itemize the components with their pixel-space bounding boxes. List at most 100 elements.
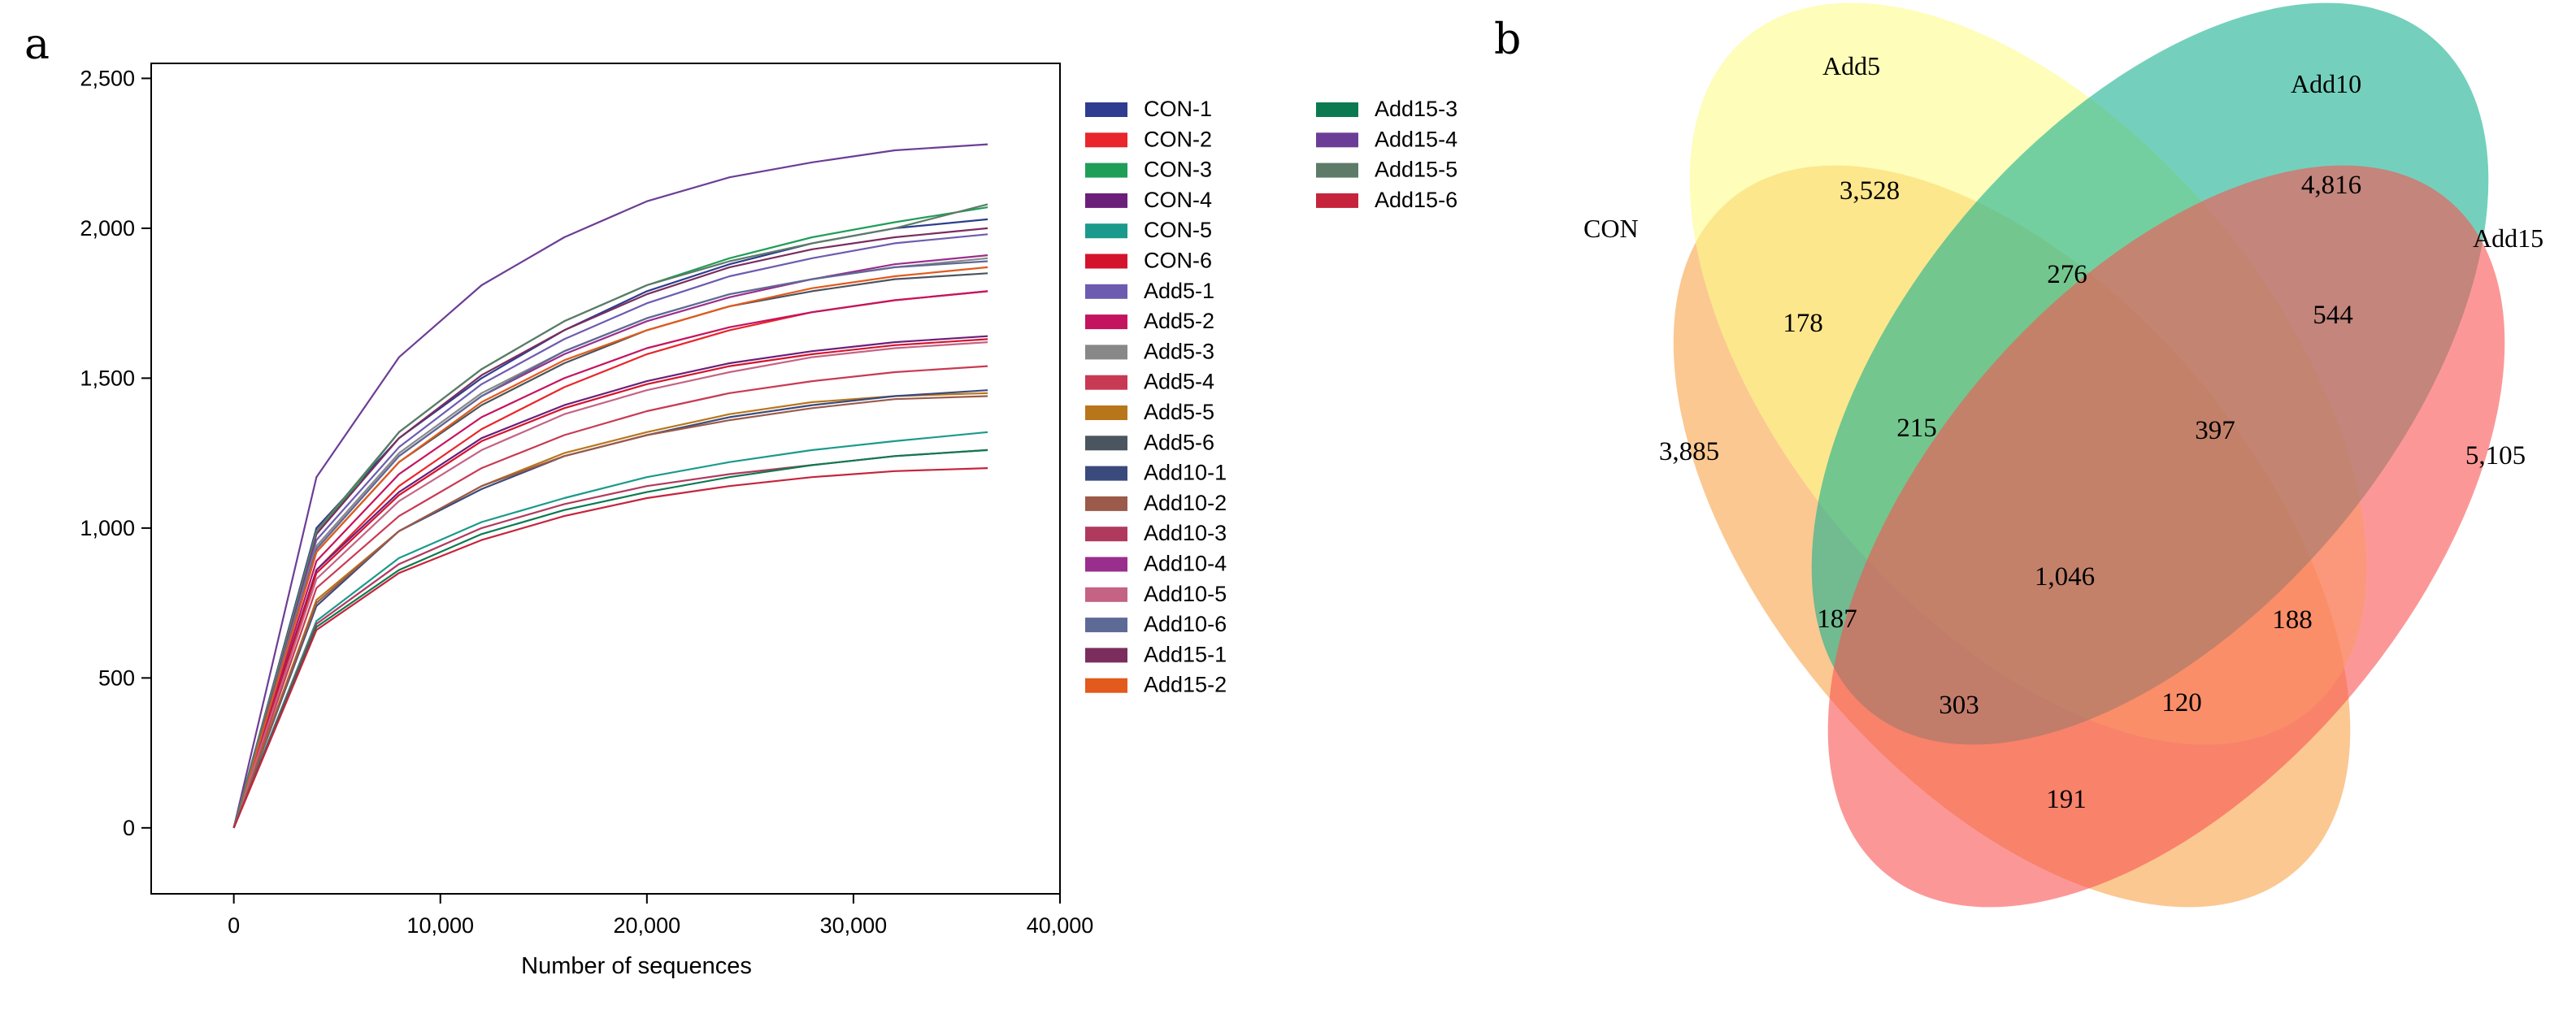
legend-item: Add10-4 — [1085, 552, 1227, 576]
series-line-add15-6 — [232, 467, 988, 829]
series-line-add15-5 — [232, 203, 988, 829]
series-line-add5-4 — [232, 365, 988, 829]
plot-frame — [150, 63, 1061, 895]
legend-label: CON-2 — [1144, 127, 1212, 151]
legend-item: Add10-2 — [1085, 491, 1227, 515]
legend-swatch — [1085, 102, 1127, 117]
legend-swatch — [1085, 345, 1127, 360]
legend-swatch — [1085, 375, 1127, 390]
series-line-con-4 — [232, 335, 988, 829]
series-line-add10-2 — [232, 395, 988, 829]
series-line-con-6 — [232, 338, 988, 829]
legend-swatch — [1316, 102, 1358, 117]
venn-count-add5-only: 3,528 — [1840, 176, 1900, 206]
legend-item: Add15-4 — [1316, 127, 1457, 151]
venn-count-con-only: 3,885 — [1659, 437, 1719, 466]
legend-swatch — [1085, 314, 1127, 330]
venn-label-add5: Add5 — [1822, 51, 1880, 80]
legend-item: Add15-1 — [1085, 642, 1227, 666]
y-tick-label: 1,000 — [80, 516, 135, 540]
legend-label: Add10-6 — [1144, 612, 1227, 636]
venn-count-add10-add15: 544 — [2313, 301, 2353, 330]
legend-swatch — [1085, 557, 1127, 572]
legend-label: CON-5 — [1144, 218, 1212, 242]
legend-swatch — [1085, 254, 1127, 269]
legend-label: Add10-4 — [1144, 552, 1227, 576]
legend-swatch — [1085, 405, 1127, 420]
legend-swatch — [1085, 466, 1127, 481]
venn-count-all-four: 1,046 — [2035, 562, 2095, 592]
venn-label-con: CON — [1583, 214, 1639, 243]
y-tick-label: 2,500 — [80, 66, 135, 90]
venn-count-add5-add10-add15: 397 — [2195, 416, 2235, 445]
legend-swatch — [1085, 496, 1127, 511]
legend-label: CON-4 — [1144, 188, 1212, 212]
legend-label: CON-1 — [1144, 97, 1212, 121]
legend: CON-1 CON-2 CON-3 CON-4 CON-5 CON-6 Add5-1 Add5… — [1085, 97, 1457, 697]
x-tick-label: 0 — [228, 913, 240, 938]
venn-counts: 3,528 4,816 276 178 544 3,885 215 397 5,… — [1659, 171, 2526, 814]
venn-count-con-add5: 178 — [1783, 309, 1823, 338]
y-axis: 0 500 1,000 1,500 2,000 2,500 — [80, 66, 151, 840]
series-line-add5-1 — [232, 233, 988, 829]
venn-label-add10: Add10 — [2291, 69, 2361, 98]
legend-swatch — [1085, 223, 1127, 239]
legend-swatch — [1085, 648, 1127, 663]
rarefaction-chart: 0 500 1,000 1,500 2,000 2,500 0 10,000 20,000 30… — [80, 63, 1457, 979]
x-tick-label: 10,000 — [406, 913, 474, 938]
legend-label: Add5-2 — [1144, 309, 1214, 333]
legend-swatch — [1085, 132, 1127, 148]
legend-label: Add15-1 — [1144, 642, 1227, 666]
series-line-add15-3 — [232, 449, 988, 829]
legend-label: CON-6 — [1144, 249, 1212, 273]
legend-swatch — [1085, 618, 1127, 633]
x-tick-label: 40,000 — [1027, 913, 1094, 938]
legend-item: Add15-3 — [1316, 97, 1457, 121]
legend-label: Add15-3 — [1375, 97, 1457, 121]
legend-item: Add5-1 — [1085, 279, 1214, 303]
series-line-add10-5 — [232, 341, 988, 829]
series-line-add15-4 — [232, 143, 988, 829]
legend-label: Add10-5 — [1144, 582, 1227, 606]
legend-swatch — [1085, 193, 1127, 208]
legend-item: Add10-1 — [1085, 461, 1227, 485]
legend-item: CON-6 — [1085, 249, 1212, 273]
legend-swatch — [1085, 163, 1127, 178]
venn-diagram: CON Add5 Add10 Add15 3,528 4,816 276 178… — [1583, 2, 2543, 908]
venn-count-add5-add10: 276 — [2047, 260, 2087, 289]
legend-label: Add15-5 — [1375, 158, 1457, 182]
series-line-con-5 — [232, 431, 988, 829]
legend-swatch — [1085, 587, 1127, 602]
panel-b-label: b — [1494, 15, 1521, 64]
venn-label-add15: Add15 — [2473, 223, 2543, 253]
legend-label: Add5-4 — [1144, 370, 1214, 394]
y-tick-label: 1,500 — [80, 366, 135, 390]
venn-count-add5-add15: 188 — [2272, 605, 2313, 635]
legend-item: Add5-2 — [1085, 309, 1214, 333]
y-tick-label: 500 — [98, 665, 135, 690]
venn-set-add15 — [1827, 165, 2505, 908]
legend-label: Add5-3 — [1144, 339, 1214, 363]
venn-count-con-add10: 187 — [1817, 605, 1857, 634]
legend-item: CON-2 — [1085, 127, 1212, 151]
venn-count-con-add15: 191 — [2046, 785, 2087, 814]
panel-a-label: a — [24, 20, 50, 69]
legend-item: Add5-6 — [1085, 430, 1214, 454]
legend-label: Add15-2 — [1144, 673, 1227, 697]
x-axis-title: Number of sequences — [521, 953, 752, 979]
legend-label: Add10-2 — [1144, 491, 1227, 515]
series-line-add5-5 — [232, 392, 988, 829]
venn-count-con-add5-add15: 120 — [2161, 688, 2202, 717]
x-tick-label: 30,000 — [820, 913, 888, 938]
legend-item: CON-4 — [1085, 188, 1212, 212]
legend-label: Add10-3 — [1144, 521, 1227, 545]
legend-item: Add15-6 — [1316, 188, 1457, 212]
legend-swatch — [1316, 193, 1358, 208]
series-lines — [232, 143, 988, 829]
series-line-add15-2 — [232, 266, 988, 829]
series-line-con-2 — [232, 290, 988, 829]
legend-item: Add15-2 — [1085, 673, 1227, 697]
legend-label: Add5-5 — [1144, 400, 1214, 424]
legend-swatch — [1316, 132, 1358, 148]
